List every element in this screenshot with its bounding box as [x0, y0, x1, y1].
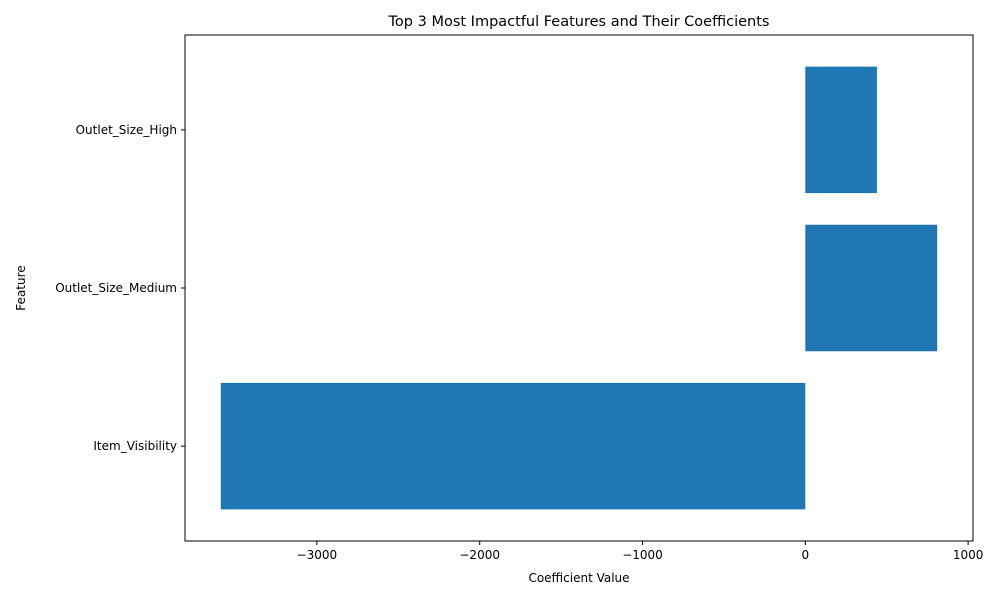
y-axis-label: Feature: [14, 265, 28, 310]
x-axis-ticks: −3000 −2000 −1000 0 1000: [297, 541, 984, 562]
chart-title: Top 3 Most Impactful Features and Their …: [388, 14, 770, 30]
plot-frame: [184, 34, 974, 542]
y-tick-label: Item_Visibility: [93, 439, 177, 453]
y-tick-label: Outlet_Size_Medium: [55, 281, 177, 295]
x-tick-label: −2000: [459, 548, 500, 562]
bars-group: [220, 66, 938, 510]
bar-outlet-size-high: [805, 66, 877, 194]
x-tick-label: −3000: [297, 548, 338, 562]
y-axis-ticks: Item_Visibility Outlet_Size_Medium Outlet_…: [55, 123, 185, 453]
x-tick-label: 1000: [953, 548, 984, 562]
x-tick-label: 0: [801, 548, 809, 562]
bar-item-visibility: [220, 382, 806, 510]
bar-outlet-size-medium: [805, 224, 938, 352]
y-tick-label: Outlet_Size_High: [76, 123, 177, 137]
x-tick-label: −1000: [622, 548, 663, 562]
x-axis-label: Coefficient Value: [528, 571, 629, 585]
